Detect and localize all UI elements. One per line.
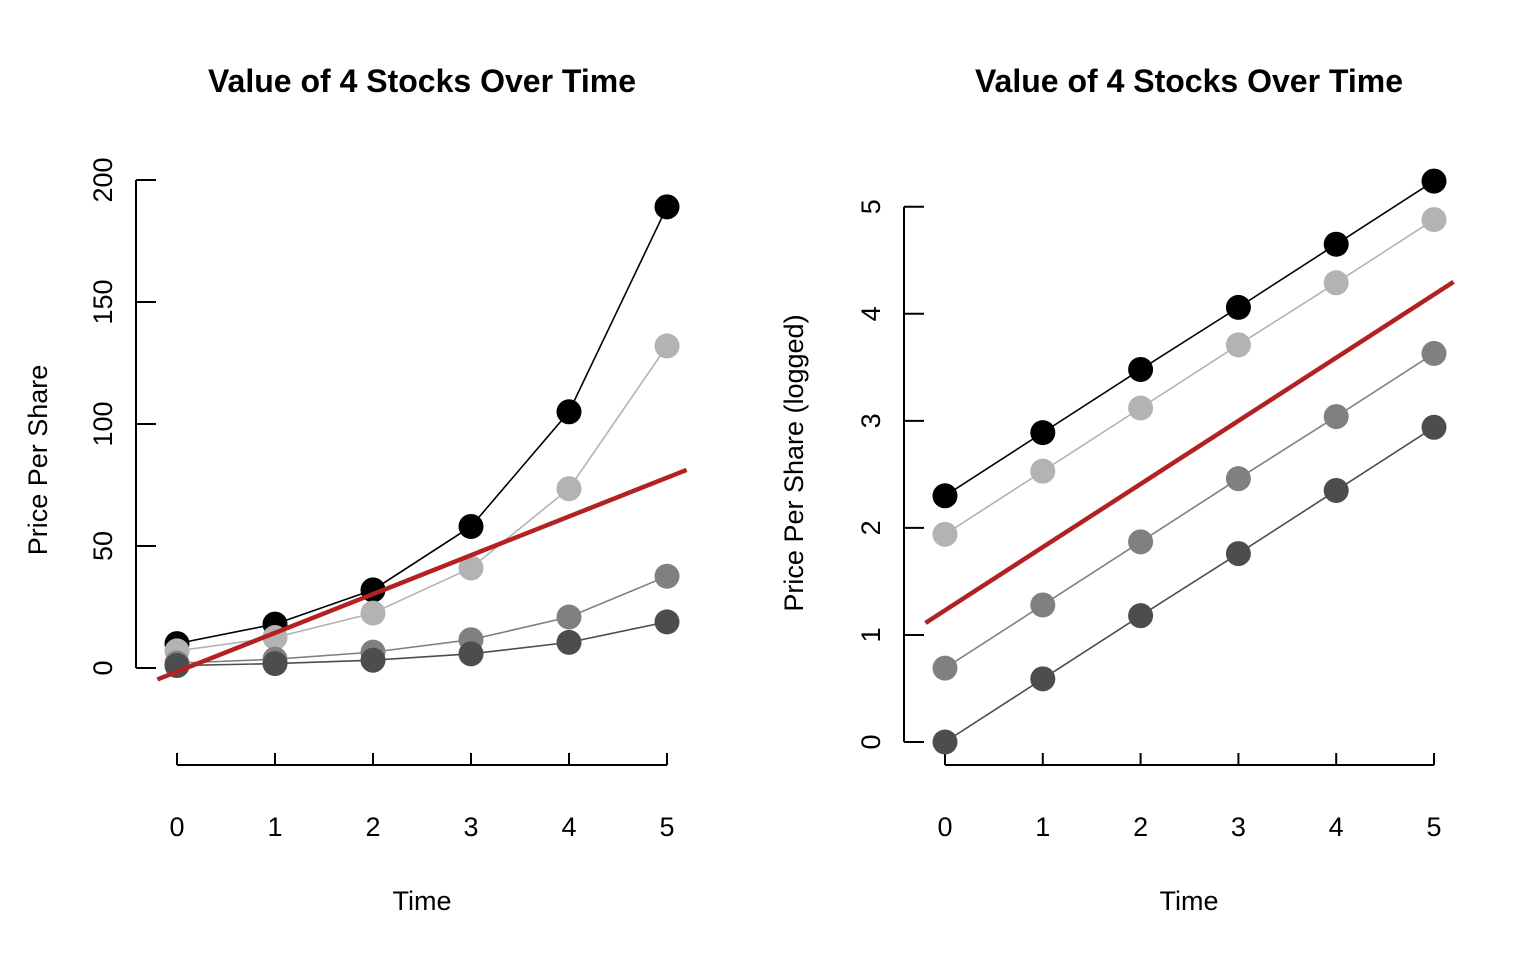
y-tick-label: 5 <box>856 199 886 214</box>
y-tick-label: 50 <box>88 531 118 561</box>
y-tick-label: 3 <box>856 413 886 428</box>
x-tick-label: 1 <box>267 812 282 842</box>
fit-line-layer <box>157 470 686 679</box>
series-line <box>177 576 667 663</box>
data-point <box>1128 603 1153 628</box>
x-tick-label: 4 <box>561 812 576 842</box>
data-point <box>1422 415 1447 440</box>
data-point <box>1030 459 1055 484</box>
data-point <box>933 522 958 547</box>
data-point <box>933 483 958 508</box>
x-tick-label: 0 <box>937 812 952 842</box>
data-point <box>1324 232 1349 257</box>
data-point <box>557 630 582 655</box>
data-point <box>1226 332 1251 357</box>
y-tick-label: 0 <box>88 660 118 675</box>
data-point <box>557 476 582 501</box>
figure: Value of 4 Stocks Over Time Time Price P… <box>0 0 1536 960</box>
data-point <box>1128 529 1153 554</box>
y-tick-label: 1 <box>856 627 886 642</box>
x-tick-label: 3 <box>1231 812 1246 842</box>
x-tick-label: 3 <box>463 812 478 842</box>
data-point <box>655 609 680 634</box>
x-tick-label: 4 <box>1329 812 1344 842</box>
data-point <box>1422 207 1447 232</box>
panel-title: Value of 4 Stocks Over Time <box>975 63 1403 99</box>
x-tick-label: 5 <box>659 812 674 842</box>
data-point <box>263 651 288 676</box>
data-point <box>1030 420 1055 445</box>
x-tick-label: 2 <box>365 812 380 842</box>
data-point <box>1128 357 1153 382</box>
fit-line <box>157 470 686 679</box>
data-point <box>1030 592 1055 617</box>
x-tick-label: 1 <box>1035 812 1050 842</box>
series-line <box>945 181 1434 496</box>
data-point <box>1422 169 1447 194</box>
x-tick-label: 2 <box>1133 812 1148 842</box>
series-line <box>945 353 1434 668</box>
series-line <box>177 346 667 651</box>
data-point <box>1030 666 1055 691</box>
data-point <box>1226 466 1251 491</box>
data-point <box>361 601 386 626</box>
data-point <box>557 399 582 424</box>
data-point <box>933 730 958 755</box>
series-layer <box>933 169 1447 755</box>
data-point <box>655 194 680 219</box>
series-line <box>177 207 667 644</box>
y-tick-label: 4 <box>856 306 886 321</box>
y-tick-label: 200 <box>88 157 118 202</box>
data-point <box>655 333 680 358</box>
data-point <box>655 564 680 589</box>
x-axis-label: Time <box>1160 886 1219 916</box>
y-tick-label: 100 <box>88 401 118 446</box>
data-point <box>459 641 484 666</box>
data-point <box>933 656 958 681</box>
series-layer <box>165 194 680 678</box>
y-axis-label: Price Per Share <box>23 365 53 556</box>
data-point <box>1128 396 1153 421</box>
fit-line <box>925 282 1453 623</box>
x-tick-label: 0 <box>169 812 184 842</box>
data-point <box>1324 270 1349 295</box>
y-tick-label: 2 <box>856 520 886 535</box>
y-tick-label: 0 <box>856 734 886 749</box>
data-point <box>1226 541 1251 566</box>
data-point <box>1324 404 1349 429</box>
data-point <box>557 605 582 630</box>
x-tick-label: 5 <box>1426 812 1441 842</box>
series-line <box>945 220 1434 535</box>
fit-line-layer <box>925 282 1453 623</box>
data-point <box>1422 341 1447 366</box>
y-tick-label: 150 <box>88 279 118 324</box>
data-point <box>1324 478 1349 503</box>
y-axis-label: Price Per Share (logged) <box>779 314 809 611</box>
panel-title: Value of 4 Stocks Over Time <box>208 63 636 99</box>
data-point <box>361 648 386 673</box>
series-line <box>945 427 1434 742</box>
x-axis-label: Time <box>393 886 452 916</box>
panel-logged: Value of 4 Stocks Over Time Time Price P… <box>779 63 1454 916</box>
data-point <box>459 514 484 539</box>
data-point <box>1226 295 1251 320</box>
panel-linear: Value of 4 Stocks Over Time Time Price P… <box>23 63 687 916</box>
